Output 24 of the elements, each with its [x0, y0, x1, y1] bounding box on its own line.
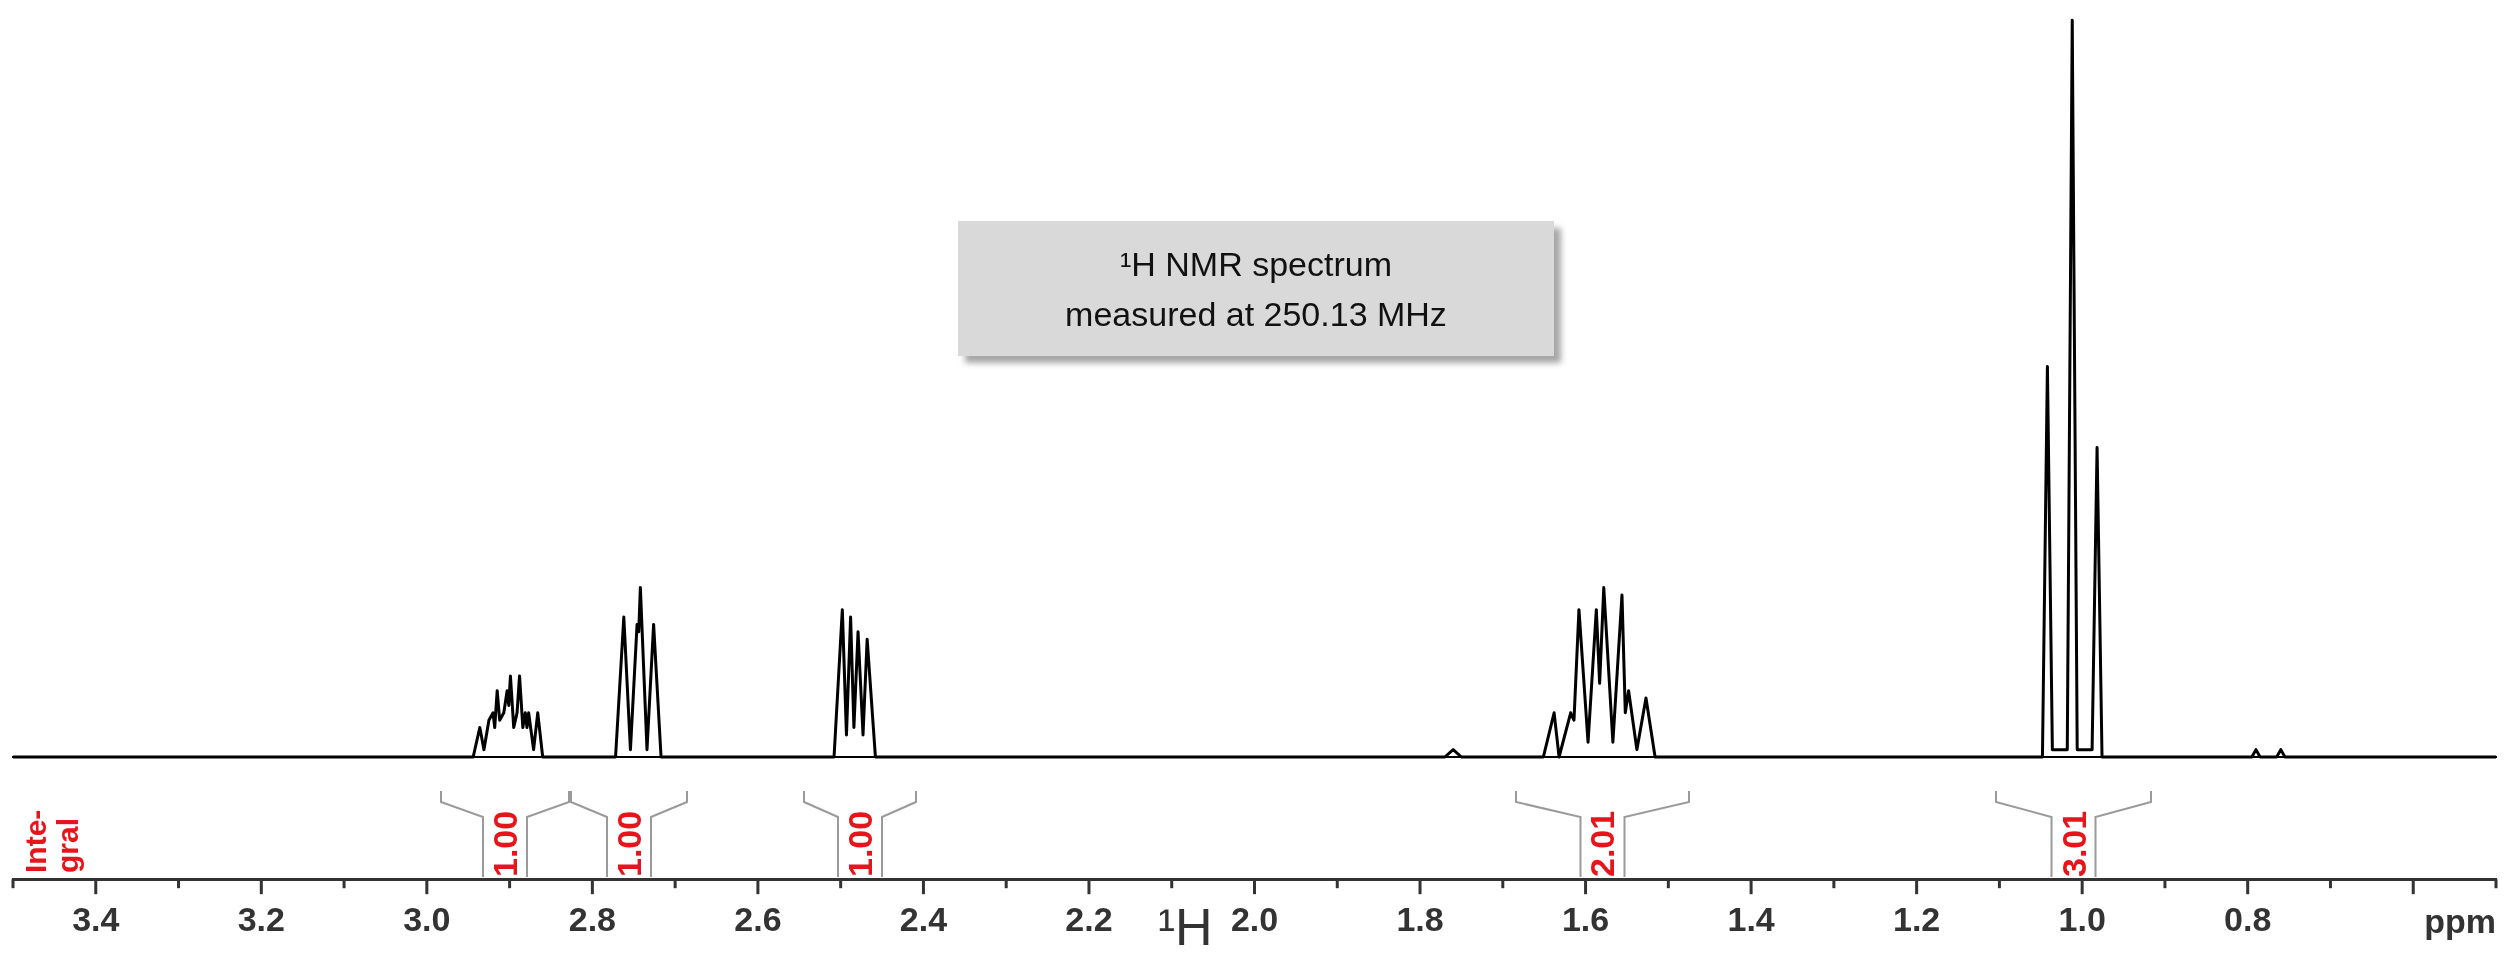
x-tick-label: 2.6 — [734, 899, 782, 938]
x-tick-label: 2.0 — [1230, 899, 1279, 938]
x-axis-title: ppm — [2424, 901, 2496, 942]
text: Inte- gral — [19, 809, 84, 874]
x-tick-label: 1.6 — [1561, 899, 1610, 938]
x-tick-label: 2.2 — [1065, 899, 1113, 938]
text: 1.00 — [840, 811, 879, 878]
x-tick-label: 2.8 — [568, 899, 616, 938]
text: 2.01 — [1583, 811, 1622, 878]
x-tick-label: 3.2 — [237, 899, 285, 938]
x-tick-label: 3.4 — [72, 899, 120, 938]
text: 1.00 — [485, 811, 524, 878]
text: ¹H — [1157, 898, 1213, 957]
callout-box: ¹H NMR spectrum measured at 250.13 MHz — [958, 221, 1554, 356]
text: 1.00 — [609, 811, 648, 878]
x-tick-label: 0.8 — [2224, 899, 2272, 938]
x-tick-label: 1.8 — [1396, 899, 1444, 938]
annotation: ¹H NMR spectrum measured at 250.13 MHz — [1065, 243, 1447, 335]
text: 3.01 — [2054, 811, 2093, 878]
x-tick-label: 1.0 — [2058, 899, 2106, 938]
x-tick-label: 2.4 — [899, 899, 948, 938]
x-tick-label: 1.4 — [1727, 899, 1775, 938]
x-tick-label: 3.0 — [403, 899, 451, 938]
x-tick-label: 1.2 — [1893, 899, 1941, 938]
